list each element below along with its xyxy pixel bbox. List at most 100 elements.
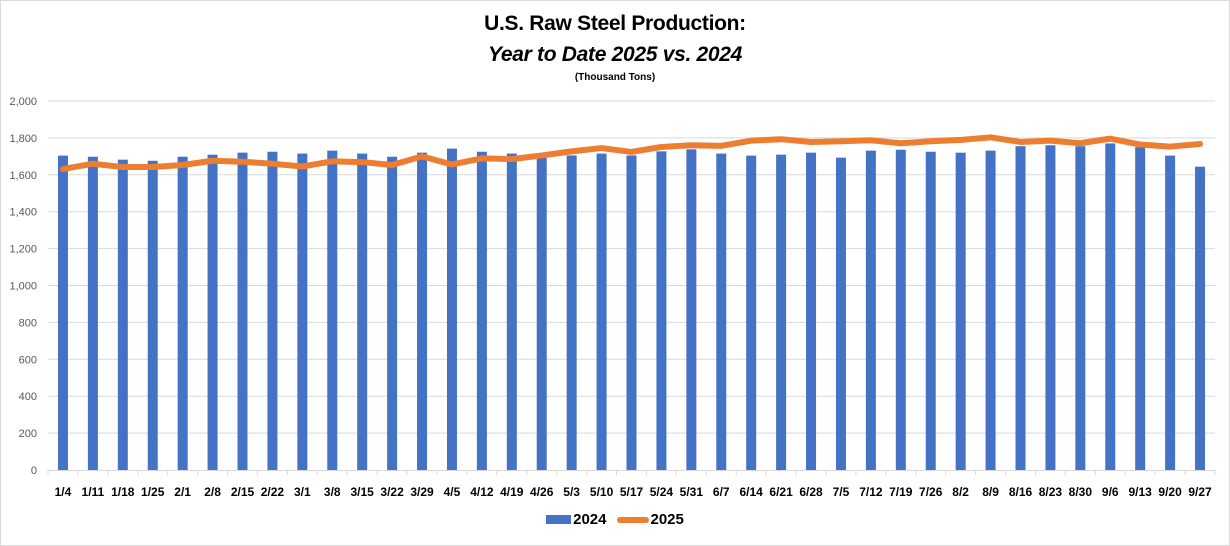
bar-2024: [985, 150, 996, 470]
y-tick-label: 600: [19, 354, 37, 366]
y-tick-label: 400: [19, 391, 37, 403]
legend-item-2025[interactable]: 2025: [616, 511, 684, 528]
bar-2024: [806, 152, 817, 470]
bar-2024: [536, 157, 547, 470]
bar-2024: [716, 153, 727, 470]
x-tick-label: 2/15: [231, 485, 255, 499]
bar-2024: [596, 153, 607, 470]
x-tick-label: 9/6: [1102, 485, 1119, 499]
legend-label-2024: 2024: [573, 511, 607, 528]
x-tick-label: 4/12: [470, 485, 494, 499]
y-tick-label: 1,400: [9, 207, 37, 219]
x-axis: [47, 470, 1216, 475]
x-tick-label: 7/5: [833, 485, 850, 499]
x-tick-label: 3/8: [324, 485, 341, 499]
bar-2024: [1045, 145, 1056, 470]
x-tick-label: 1/4: [55, 485, 72, 499]
y-tick-label: 200: [19, 428, 37, 440]
series-2025-line: [59, 134, 1204, 173]
chart-subtitle: Year to Date 2025 vs. 2024: [487, 43, 743, 66]
x-tick-label: 4/5: [444, 485, 461, 499]
x-tick-label: 3/22: [380, 485, 404, 499]
bar-2024: [267, 151, 278, 471]
legend-swatch-2024: [546, 515, 572, 524]
x-tick-label: 7/19: [889, 485, 913, 499]
bar-2024: [895, 149, 906, 470]
x-tick-label: 3/1: [294, 485, 311, 499]
x-tick-label: 7/26: [919, 485, 943, 499]
x-tick-label: 1/11: [82, 485, 105, 499]
y-axis-ticks: 0 200 400 600 800 1,000 1,200 1,400 1,600 1,800 2,…: [9, 96, 37, 477]
series-2024-bars: [57, 143, 1206, 471]
x-tick-label: 8/30: [1069, 485, 1093, 499]
bar-2024: [776, 154, 787, 470]
x-tick-label: 1/25: [141, 485, 165, 499]
x-tick-label: 6/28: [799, 485, 823, 499]
x-tick-label: 4/19: [500, 485, 524, 499]
bar-2024: [87, 156, 98, 470]
legend-item-2024[interactable]: 2024: [546, 511, 607, 528]
x-tick-label: 6/7: [713, 485, 730, 499]
bar-2024: [1195, 166, 1206, 470]
bar-2024: [177, 156, 188, 470]
bar-2024: [835, 157, 846, 471]
x-tick-label: 5/3: [563, 485, 580, 499]
bar-2024: [686, 149, 697, 471]
bar-2024: [1015, 146, 1026, 470]
y-tick-label: 1,000: [9, 281, 37, 293]
x-tick-label: 8/16: [1009, 485, 1033, 499]
x-tick-label: 8/23: [1039, 485, 1063, 499]
bar-2024: [297, 153, 308, 470]
x-tick-label: 5/31: [680, 485, 704, 499]
x-tick-label: 3/15: [351, 485, 375, 499]
x-tick-label: 7/12: [859, 485, 883, 499]
x-tick-label: 8/2: [952, 485, 969, 499]
x-tick-label: 9/20: [1158, 485, 1182, 499]
bar-2024: [446, 148, 457, 470]
bar-2024: [566, 155, 577, 471]
bar-2024: [656, 151, 667, 470]
bar-2024: [1135, 147, 1146, 470]
bar-2024: [387, 156, 398, 470]
x-tick-label: 9/27: [1188, 485, 1212, 499]
x-tick-label: 5/10: [590, 485, 614, 499]
chart-title: U.S. Raw Steel Production:: [484, 12, 746, 35]
x-axis-ticks: 1/4 1/11 1/18 1/25 2/1 2/8 2/15 2/22 3/1 3/8 3/15 3…: [55, 485, 1212, 499]
y-tick-label: 800: [19, 317, 37, 329]
y-tick-label: 2,000: [9, 96, 37, 108]
x-tick-label: 2/1: [174, 485, 191, 499]
bar-2024: [955, 152, 966, 470]
x-tick-label: 2/22: [261, 485, 285, 499]
bar-2024: [1105, 143, 1116, 470]
bar-2024: [865, 150, 876, 470]
chart-unit-note: (Thousand Tons): [574, 72, 656, 83]
x-tick-label: 2/8: [204, 485, 221, 499]
bar-2024: [746, 155, 757, 470]
bar-2024: [1165, 155, 1176, 470]
x-tick-label: 8/9: [982, 485, 999, 499]
x-tick-label: 9/13: [1129, 485, 1153, 499]
x-tick-label: 6/14: [740, 485, 764, 499]
bar-2024: [147, 160, 158, 470]
bar-2024: [476, 151, 487, 471]
bar-2024: [237, 152, 248, 470]
bar-2024: [417, 152, 428, 470]
x-tick-label: 4/26: [530, 485, 554, 499]
y-tick-label: 1,600: [9, 170, 37, 182]
bar-2024: [207, 154, 218, 470]
bar-2024: [506, 153, 517, 470]
x-tick-label: 6/21: [769, 485, 793, 499]
x-tick-label: 3/29: [410, 485, 434, 499]
y-tick-label: 1,800: [9, 133, 37, 145]
y-tick-label: 0: [31, 465, 37, 477]
bar-2024: [57, 155, 68, 470]
bar-2024: [117, 159, 128, 470]
bar-2024: [327, 150, 338, 470]
bar-2024: [626, 155, 637, 471]
bar-2024: [357, 153, 368, 470]
legend: 2024 2025: [0, 511, 1230, 528]
x-tick-label: 5/24: [650, 485, 674, 499]
y-tick-label: 1,200: [9, 244, 37, 256]
bar-2024: [1075, 146, 1086, 470]
